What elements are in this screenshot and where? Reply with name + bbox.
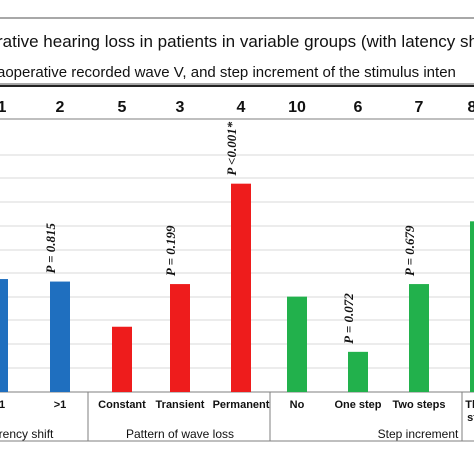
category-label: Two steps xyxy=(393,399,446,411)
count-label: 4 xyxy=(237,99,246,116)
bar-1 xyxy=(112,326,132,392)
category-label: No xyxy=(290,399,305,411)
count-label: 7 xyxy=(415,99,424,116)
category-label: Constant xyxy=(98,399,146,411)
p-value-label: P = 0.679 xyxy=(402,225,417,276)
category-label-partial-right-line2: st xyxy=(467,412,474,424)
labels: 1 1 2 >1 5 Constant 3 Transient 4 Permanent 10 No 6 O… xyxy=(0,99,474,441)
p-value-label: P = 0.072 xyxy=(341,293,356,344)
header-line2: aoperative recorded wave V, and step inc… xyxy=(0,64,456,81)
category-label: Permanent xyxy=(213,399,270,411)
category-label-partial-left: 1 xyxy=(0,399,5,411)
bar-2 xyxy=(170,284,190,392)
group-label: Pattern of wave loss xyxy=(126,427,234,441)
count-label: 3 xyxy=(176,99,185,116)
category-label-partial-right: Th xyxy=(465,399,474,411)
count-label-partial-right: 8 xyxy=(468,99,474,116)
bar-partial-left xyxy=(0,279,8,392)
category-label: One step xyxy=(334,399,381,411)
bar-0 xyxy=(50,281,70,392)
bar-6 xyxy=(409,284,429,392)
bar-3 xyxy=(231,183,251,392)
group-label: Step increment xyxy=(378,427,459,441)
category-label: Transient xyxy=(156,399,205,411)
count-label: 10 xyxy=(288,99,306,116)
count-label: 5 xyxy=(118,99,127,116)
p-value-label: P <0.001* xyxy=(224,121,239,175)
p-value-label: P = 0.199 xyxy=(163,225,178,276)
group-label: arency shift xyxy=(0,427,54,441)
header-box xyxy=(0,17,474,85)
category-label: >1 xyxy=(54,399,67,411)
p-value-label: P = 0.815 xyxy=(43,222,58,273)
bars xyxy=(0,183,474,392)
bar-5 xyxy=(348,351,368,392)
bar-4 xyxy=(287,296,307,392)
count-label: 6 xyxy=(354,99,363,116)
count-label-partial-left: 1 xyxy=(0,99,7,116)
bar-partial-right xyxy=(470,221,474,392)
count-label: 2 xyxy=(56,99,65,116)
header-line1: rative hearing loss in patients in varia… xyxy=(0,32,474,51)
